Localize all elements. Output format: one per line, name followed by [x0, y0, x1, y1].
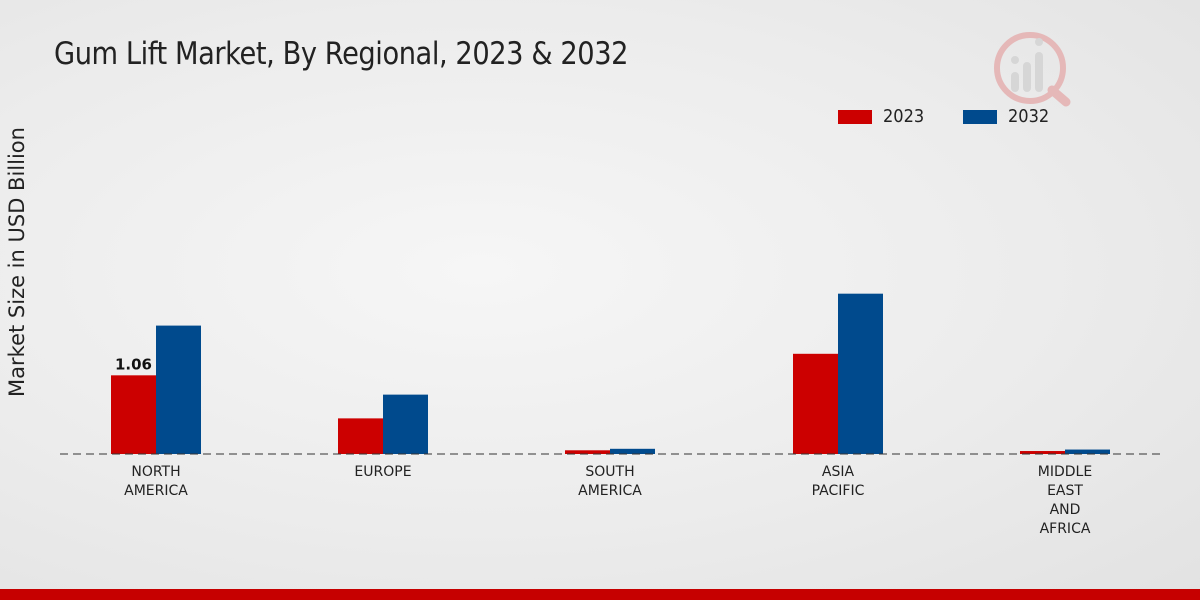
data-label-2023-0: 1.06	[115, 355, 152, 373]
bar-2032-europe[interactable]	[383, 394, 428, 454]
legend-swatch-2032	[962, 109, 997, 124]
bar-2032-south-america[interactable]	[610, 448, 655, 454]
legend-swatch-2023	[838, 109, 872, 124]
bar-2023-middle-east-and-africa[interactable]	[1020, 451, 1065, 454]
bar-2032-north-america[interactable]	[156, 325, 201, 454]
x-tick-label-europe: EUROPE	[354, 464, 411, 480]
chart-title: Gum Lift Market, By Regional, 2023 & 203…	[54, 36, 629, 72]
x-tick-label-middle-east-and-africa: MIDDLE EAST AND AFRICA	[1038, 464, 1092, 537]
bar-2023-europe[interactable]	[338, 418, 383, 454]
bar-2023-north-america[interactable]	[111, 375, 156, 454]
legend-label-2023: 2023	[883, 106, 925, 127]
bar-2032-asia-pacific[interactable]	[838, 293, 883, 454]
brand-logo-icon	[994, 32, 1071, 107]
x-tick-label-asia-pacific: ASIA PACIFIC	[812, 464, 865, 499]
x-tick-label-south-america: SOUTH AMERICA	[578, 464, 642, 499]
bar-2023-south-america[interactable]	[565, 450, 610, 454]
legend-item-2023[interactable]: 2023	[838, 106, 929, 127]
bottom-accent-bar	[0, 589, 1200, 600]
legend-item-2032[interactable]: 2032	[962, 106, 1054, 127]
legend: 2023 2032	[838, 106, 1088, 127]
bar-2023-asia-pacific[interactable]	[793, 353, 838, 454]
legend-label-2032: 2032	[1007, 106, 1050, 127]
x-tick-label-north-america: NORTH AMERICA	[124, 464, 188, 499]
bar-2032-middle-east-and-africa[interactable]	[1065, 449, 1110, 454]
